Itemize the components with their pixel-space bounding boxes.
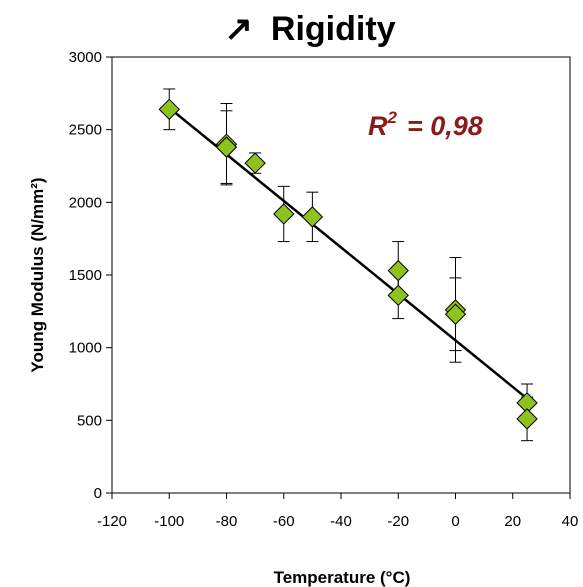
x-tick-label: -100	[154, 513, 184, 530]
data-point	[387, 284, 409, 307]
y-tick-label: 0	[94, 485, 102, 502]
r-exponent: 2	[387, 108, 398, 127]
data-point	[215, 136, 238, 158]
x-tick-label: -40	[330, 513, 352, 530]
y-tick-label: 1500	[69, 267, 102, 284]
chart-title: ↗ Rigidity	[224, 10, 395, 48]
data-point	[387, 259, 409, 282]
plot-area	[111, 56, 571, 494]
y-tick-label: 3000	[69, 49, 102, 66]
data-point	[158, 98, 180, 121]
x-axis-label: Temperature (°C)	[274, 568, 411, 587]
data-point	[516, 408, 538, 430]
trendline	[168, 106, 528, 400]
x-tick-label: -120	[97, 513, 127, 530]
y-tick-label: 500	[77, 412, 102, 429]
r-squared-annotation: R2 = 0,98	[368, 108, 483, 141]
y-tick-label: 2500	[69, 122, 102, 139]
trend-up-arrow-icon: ↗	[224, 10, 253, 48]
x-tick-label: 0	[451, 513, 459, 530]
plot-frame	[111, 56, 571, 494]
data-point	[444, 303, 467, 325]
r-squared-value: = 0,98	[407, 111, 483, 141]
data-point	[273, 203, 295, 225]
y-tick-label: 1000	[69, 340, 102, 357]
x-tick-label: 40	[562, 513, 579, 530]
chart-title-text: Rigidity	[271, 10, 396, 48]
data-points	[158, 98, 538, 430]
data-point	[244, 152, 266, 174]
x-tick-label: -60	[273, 513, 295, 530]
r-symbol: R	[368, 111, 388, 141]
x-tick-label: 20	[504, 513, 521, 530]
x-axis-ticks: -120 -100 -80 -60 -40 -20 0 20 40	[97, 493, 578, 530]
y-tick-label: 2000	[69, 194, 102, 211]
data-point	[301, 206, 324, 228]
y-axis-label: Young Modulus (N/mm²)	[28, 177, 47, 372]
x-tick-label: -20	[387, 513, 409, 530]
x-tick-label: -80	[216, 513, 238, 530]
y-axis-ticks: 0 500 1000 1500 2000 2500 3000	[69, 49, 112, 502]
